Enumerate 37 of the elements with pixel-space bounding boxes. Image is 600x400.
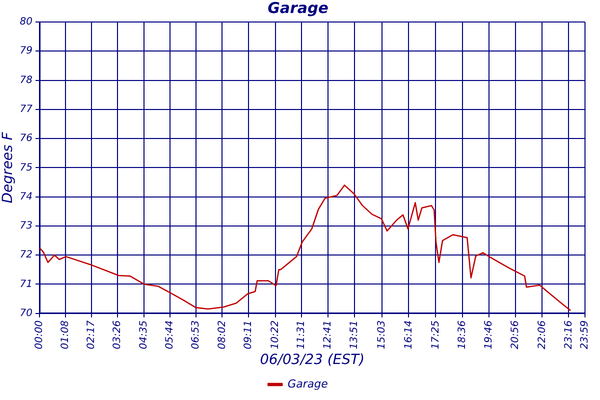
x-tick-label: 02:17	[86, 320, 98, 350]
y-tick-label: 72	[20, 250, 33, 261]
x-tick-label: 08:02	[216, 320, 228, 350]
legend-label: Garage	[288, 377, 328, 390]
y-tick-label: 75	[20, 162, 33, 174]
y-tick-label: 76	[20, 133, 33, 144]
x-tick-label: 23:59	[580, 320, 591, 350]
x-tick-label: 13:51	[349, 320, 360, 350]
y-tick-label: 78	[20, 74, 33, 86]
x-tick-label: 12:41	[322, 320, 334, 350]
y-tick-label: 79	[20, 46, 33, 57]
y-tick-label: 80	[20, 16, 33, 28]
x-tick-label: 18:36	[457, 320, 468, 350]
x-tick-label: 16:14	[403, 320, 414, 350]
x-axis-title: 06/03/23 (EST)	[260, 352, 365, 368]
x-tick-label: 00:00	[34, 320, 46, 350]
x-tick-label: 20:56	[510, 320, 522, 350]
x-tick-label: 11:31	[296, 320, 308, 350]
x-tick-label: 04:35	[138, 320, 150, 350]
x-tick-label: 05:44	[164, 320, 176, 350]
x-tick-label: 01:08	[60, 320, 71, 350]
x-tick-label: 09:11	[242, 320, 254, 350]
y-tick-label: 71	[20, 278, 33, 290]
x-tick-label: 23:16	[563, 320, 574, 350]
x-tick-label: 19:46	[484, 320, 495, 350]
y-tick-label: 70	[20, 308, 33, 319]
chart-title: Garage	[268, 0, 328, 17]
x-tick-label: 17:25	[430, 320, 442, 350]
y-tick-label: 74	[20, 191, 33, 202]
x-tick-label: 22:06	[536, 320, 548, 350]
x-tick-label: 10:22	[270, 320, 281, 350]
x-tick-label: 03:26	[112, 320, 124, 350]
x-tick-label: 06:53	[190, 320, 202, 350]
y-tick-label: 77	[20, 104, 34, 116]
y-tick-label: 73	[20, 220, 33, 232]
y-axis-title: Degrees F	[0, 131, 16, 204]
x-tick-label: 15:03	[376, 320, 388, 350]
